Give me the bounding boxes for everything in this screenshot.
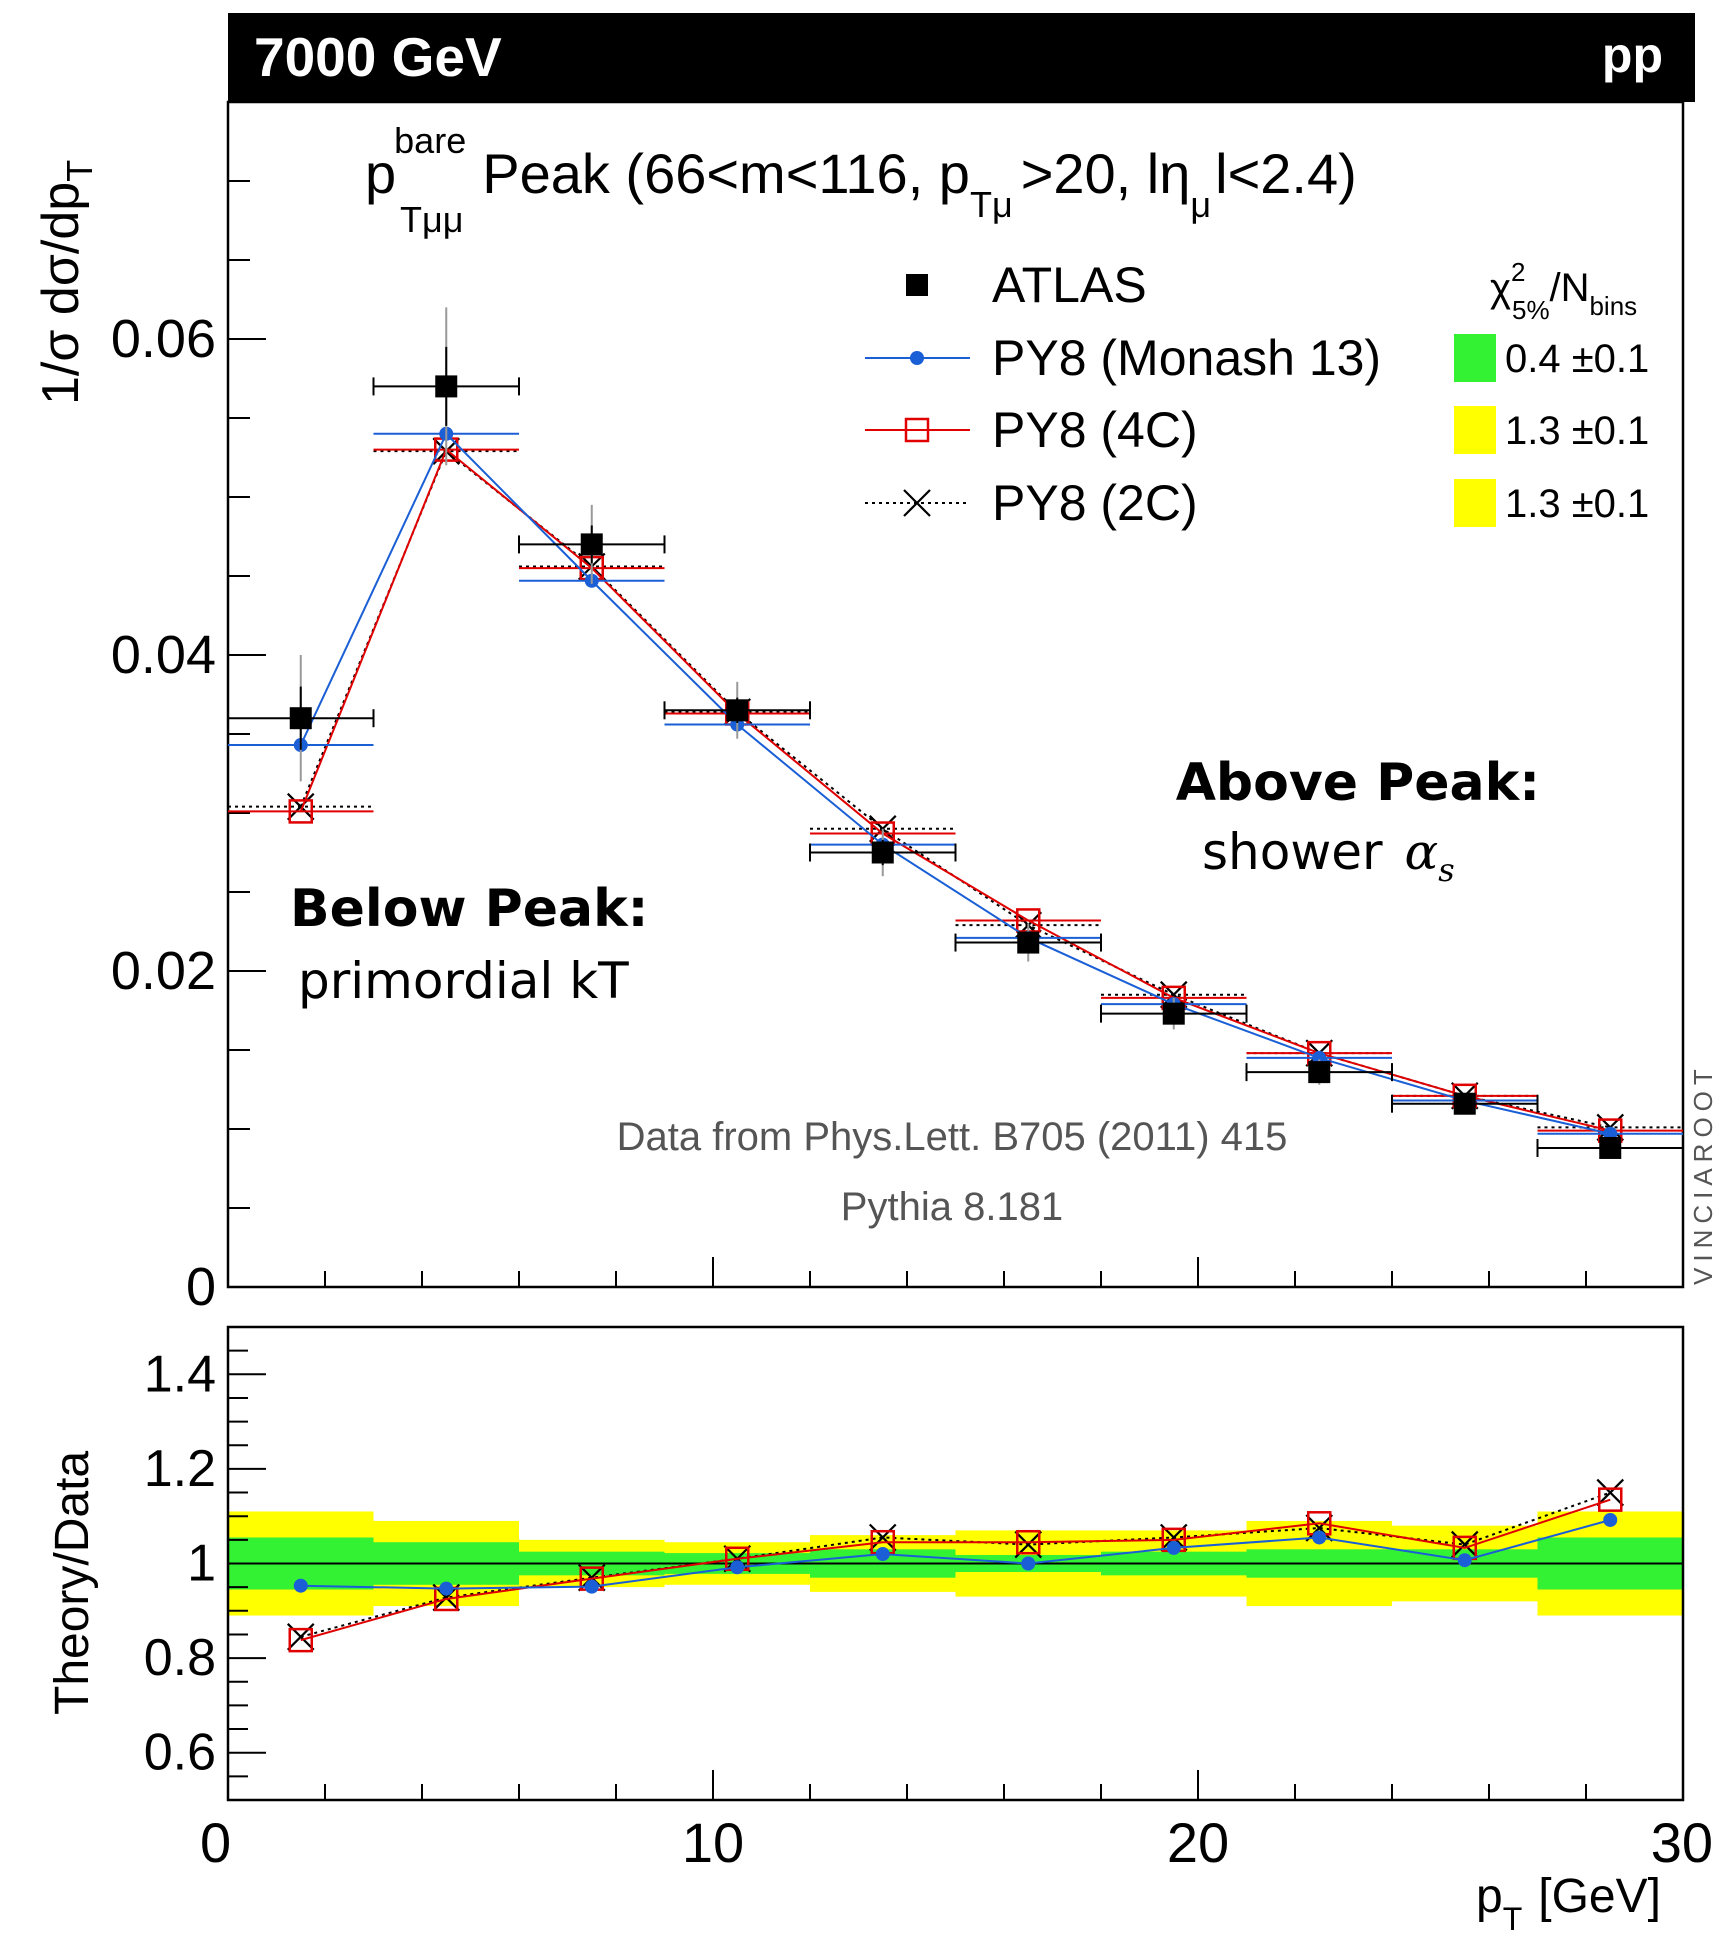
- svg-text:pbarePeak (66<m<116, pTμ>20, l: pbare Peak (66<m<116, pTμ >20, lημl<2.4): [365, 120, 1357, 225]
- main-panel: 0 0.02 0.04 0.06: [111, 100, 1685, 1317]
- title-rest3: l<2.4): [1215, 142, 1357, 205]
- legend-label: PY8 (2C): [992, 475, 1198, 531]
- plot-title: pbare Peak (66<m<116, pTμ >20, lημl<2.4) T…: [365, 120, 1357, 240]
- legend-marker: [903, 489, 931, 517]
- monash-ratio-point: [584, 1579, 599, 1594]
- title-peak: Peak (66<m<116, p: [482, 142, 970, 205]
- above-peak-title: Above Peak:: [1176, 753, 1540, 813]
- legend-item-c2: PY8 (2C) 1.3 ±0.1: [865, 475, 1649, 531]
- ratio-y-tick-label: 0.6: [144, 1724, 216, 1782]
- legend-label: ATLAS: [992, 257, 1147, 313]
- monash-ratio-point: [1166, 1540, 1181, 1555]
- chi2-badge: [1454, 406, 1496, 454]
- data-point: [289, 707, 312, 730]
- legend-item-data: ATLAS: [906, 257, 1147, 313]
- chi2-value: 1.3 ±0.1: [1505, 409, 1649, 453]
- x-axis-title: pT [GeV]: [1476, 1870, 1661, 1937]
- monash-ratio-line: [300, 1519, 1611, 1590]
- main-y-tick-label: 0.04: [111, 625, 216, 685]
- title-p: p: [365, 142, 396, 205]
- main-y-tick-label: 0.02: [111, 941, 216, 1001]
- chi2-value: 0.4 ±0.1: [1505, 337, 1649, 381]
- monash-ratio-point: [439, 1581, 454, 1596]
- legend: ATLAS PY8 (Monash 13) 0.4 ±0.1 PY8 (4C) 1.3 …: [865, 257, 1649, 531]
- monash-ratio-point: [875, 1547, 890, 1562]
- legend-label: PY8 (Monash 13): [992, 330, 1381, 386]
- title-sup: bare: [394, 120, 466, 161]
- monash-ratio-point: [730, 1560, 745, 1575]
- ratio-y-tick-label: 1.2: [144, 1440, 216, 1498]
- c2-ratio-point: [1596, 1478, 1625, 1507]
- beam-label: pp: [1602, 27, 1663, 83]
- legend-marker: [904, 417, 930, 443]
- legend-label: PY8 (4C): [992, 402, 1198, 458]
- x-tick-label: 0: [200, 1811, 231, 1874]
- main-y-tick-label: 0.06: [111, 309, 216, 369]
- c2-ratio-point: [868, 1523, 897, 1552]
- c4-point: [288, 799, 313, 824]
- data-point: [726, 699, 749, 722]
- energy-label: 7000 GeV: [254, 26, 502, 88]
- c4-ratio-point: [1016, 1529, 1041, 1555]
- main-frame: [226, 100, 1685, 1289]
- ratio-panel: 0.6 0.8 1 1.2 1.4 0 10 20 30: [144, 1325, 1713, 1874]
- title-rest2: >20, lη: [1021, 142, 1191, 205]
- monash-ratio-point: [1312, 1530, 1327, 1545]
- data-point: [580, 533, 603, 556]
- below-peak-text: primordial kT: [298, 952, 629, 1010]
- chi2-badge: [1454, 334, 1496, 382]
- monash-ratio-point: [1021, 1556, 1036, 1571]
- legend-item-monash: PY8 (Monash 13) 0.4 ±0.1: [865, 330, 1649, 386]
- main-y-tick-label: 0: [186, 1257, 216, 1317]
- ratio-y-axis-title: Theory/Data: [46, 1451, 99, 1715]
- data-point: [871, 841, 894, 864]
- chi2-value: 1.3 ±0.1: [1505, 482, 1649, 526]
- title-sub2: Tμ: [970, 184, 1013, 225]
- ratio-y-tick-label: 1.4: [144, 1345, 216, 1403]
- monash-ratio-point: [1457, 1553, 1472, 1568]
- data-point: [1162, 1002, 1185, 1025]
- c4-ratio-point: [288, 1627, 313, 1653]
- c2-ratio-point: [1305, 1514, 1334, 1542]
- chi2-badge: [1454, 479, 1496, 527]
- source-line-2: Pythia 8.181: [841, 1185, 1063, 1229]
- title-sub: Tμμ: [400, 199, 463, 240]
- data-point: [1453, 1092, 1476, 1115]
- c4-ratio-point: [1598, 1487, 1623, 1512]
- main-y-axis-title: 1/σ dσ/dpT: [32, 160, 100, 405]
- data-point: [435, 375, 458, 398]
- title-sub3: μ: [1190, 184, 1211, 225]
- data-point: [1599, 1136, 1622, 1159]
- monash-ratio-point: [1603, 1512, 1618, 1527]
- data-point: [1017, 931, 1040, 954]
- x-tick-label: 20: [1167, 1811, 1229, 1874]
- ratio-y-tick-label: 1: [187, 1535, 216, 1593]
- alpha-s: α: [1404, 823, 1438, 881]
- legend-item-c4: PY8 (4C) 1.3 ±0.1: [865, 402, 1649, 458]
- monash-ratio-point: [293, 1578, 308, 1593]
- main-series-data: [227, 307, 1684, 1159]
- above-peak-text: shower αs: [1202, 823, 1455, 889]
- c2-point: [286, 792, 315, 821]
- legend-marker: [910, 351, 924, 365]
- legend-marker: [906, 274, 928, 296]
- source-line-1: Data from Phys.Lett. B705 (2011) 415: [617, 1115, 1288, 1159]
- ratio-series-monash: [293, 1512, 1618, 1596]
- below-peak-title: Below Peak:: [290, 879, 648, 939]
- chi2-header: χ2/Nbins: [1490, 257, 1637, 321]
- x-tick-label: 10: [682, 1811, 744, 1874]
- x-tick-label: 30: [1651, 1811, 1713, 1874]
- chi2-header-sub: 5%: [1512, 295, 1550, 325]
- watermark: VINCIAROOT: [1688, 1063, 1718, 1285]
- header-bar: [228, 13, 1695, 102]
- c4-ratio-line: [300, 1498, 1611, 1642]
- ratio-y-tick-label: 0.8: [144, 1629, 216, 1687]
- data-point: [1308, 1061, 1331, 1084]
